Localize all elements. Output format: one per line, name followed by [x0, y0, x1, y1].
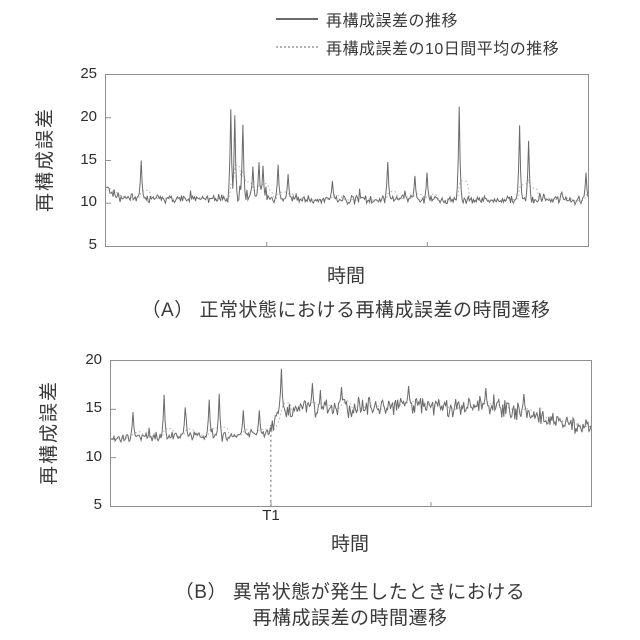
- legend-item-series: 再構成誤差の推移: [276, 5, 559, 33]
- y-tick-label-A: 25: [80, 65, 97, 82]
- y-tick-label-B: 10: [85, 447, 102, 465]
- y-tick-label-A: 10: [80, 193, 97, 211]
- legend: 再構成誤差の推移 再構成誤差の10日間平均の推移: [276, 5, 559, 61]
- chart-a-caption: （A） 正常状態における再構成誤差の時間遷移: [141, 300, 551, 321]
- y-tick-label-A: 5: [88, 236, 97, 253]
- chart-b-caption-line2: 再構成誤差の時間遷移: [252, 608, 448, 629]
- legend-label-series: 再構成誤差の推移: [326, 13, 459, 30]
- chart-a-y-axis-label: 再構成誤差: [35, 107, 56, 213]
- average-line-A: [106, 164, 588, 202]
- series-line-B: [111, 368, 591, 444]
- dotted-line-swatch: [276, 46, 318, 48]
- y-tick-label-B: 20: [85, 351, 102, 368]
- chart-b-caption-line1: （B） 異常状態が発生したときにおける: [174, 582, 526, 603]
- y-tick-label-B: 15: [85, 399, 102, 417]
- chart-a-plot-area: [105, 74, 589, 247]
- y-tick-label-B: 5: [93, 496, 102, 513]
- legend-label-average: 再構成誤差の10日間平均の推移: [326, 41, 560, 58]
- chart-b-y-axis-label: 再構成誤差: [39, 380, 60, 486]
- y-tick-label-A: 15: [80, 150, 97, 168]
- series-line-A: [106, 106, 588, 207]
- y-tick-label-A: 20: [80, 107, 97, 125]
- legend-item-average: 再構成誤差の10日間平均の推移: [276, 33, 559, 61]
- solid-line-swatch: [276, 18, 318, 20]
- t1-annotation-label: T1: [262, 507, 280, 524]
- chart-b-plot-area: [110, 360, 592, 507]
- chart-a-x-axis-label: 時間: [326, 266, 365, 287]
- chart-b-x-axis-label: 時間: [330, 534, 369, 555]
